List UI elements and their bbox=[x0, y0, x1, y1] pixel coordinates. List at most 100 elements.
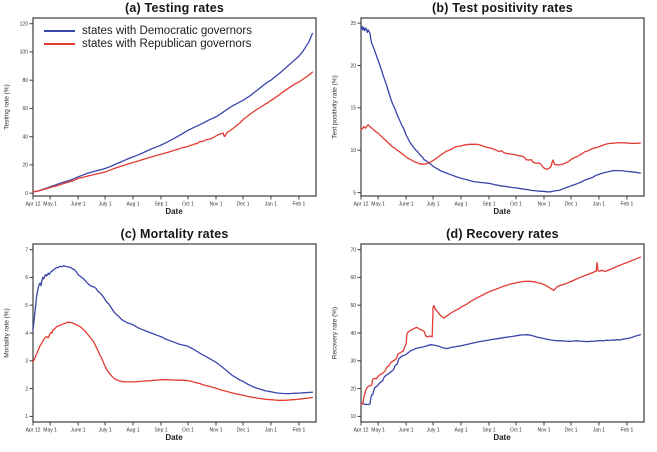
plot-box bbox=[32, 17, 317, 197]
panel-a-xlabel: Date bbox=[165, 207, 183, 216]
x-tick-label: Oct 1 bbox=[510, 202, 522, 208]
panel-b-title: (b) Test positivity rates bbox=[432, 1, 573, 15]
y-tick-label: 120 bbox=[20, 22, 29, 28]
panel-a-testing-rates: (a) Testing rates Testing rate (%) state… bbox=[0, 0, 328, 226]
x-tick-label: Nov 1 bbox=[537, 428, 550, 434]
panel-c-xlabel: Date bbox=[165, 433, 183, 442]
x-tick-label: Aug 1 bbox=[126, 428, 139, 434]
republican-series-line bbox=[360, 124, 642, 170]
plot-area-test-positivity-rates: 5 10 15 20 25 Apr 12 May 1 June 1 July 1 Aug 1 Sep… bbox=[350, 17, 645, 208]
x-tick-label: Jan 1 bbox=[593, 428, 605, 434]
panel-a-title: (a) Testing rates bbox=[124, 1, 225, 15]
x-tick-label: May 1 bbox=[371, 202, 385, 208]
legend-label-republican: states with Republican governors bbox=[82, 37, 252, 50]
x-tick-label: Feb 1 bbox=[293, 428, 306, 434]
y-tick-label: 60 bbox=[350, 275, 356, 281]
democratic-line-icon bbox=[44, 29, 75, 32]
x-tick-label: Feb 1 bbox=[621, 202, 634, 208]
x-tick-label: Dec 1 bbox=[236, 202, 249, 208]
republican-line-icon bbox=[44, 42, 75, 45]
y-tick-label: 3 bbox=[25, 359, 28, 365]
y-tick-label: 30 bbox=[350, 359, 356, 365]
x-tick-label: July 1 bbox=[99, 202, 112, 208]
x-tick-label: Apr 12 bbox=[26, 428, 41, 434]
x-tick-label: Dec 1 bbox=[564, 428, 577, 434]
democratic-series-line bbox=[360, 25, 642, 193]
y-tick-label: 60 bbox=[22, 106, 28, 112]
y-tick-label: 10 bbox=[350, 414, 356, 420]
y-tick-label: 40 bbox=[350, 331, 356, 337]
democratic-series-line bbox=[32, 32, 314, 193]
x-tick-label: July 1 bbox=[427, 202, 440, 208]
y-tick-label: 20 bbox=[350, 386, 356, 392]
y-tick-label: 7 bbox=[25, 247, 28, 253]
y-tick-label: 5 bbox=[25, 303, 28, 309]
x-tick-label: Sep 1 bbox=[482, 202, 495, 208]
panel-c-mortality-rates: (c) Mortality rates Mortality rate (%) 1… bbox=[0, 226, 328, 452]
y-tick-label: 25 bbox=[350, 21, 356, 27]
x-tick-label: Sep 1 bbox=[154, 202, 167, 208]
panel-b-test-positivity-rates: (b) Test positivity rates Test positivit… bbox=[328, 0, 657, 226]
y-tick-label: 70 bbox=[350, 247, 356, 253]
x-tick-label: Apr 12 bbox=[26, 202, 41, 208]
y-tick-label: 2 bbox=[25, 386, 28, 392]
x-tick-label: Jan 1 bbox=[265, 202, 277, 208]
x-tick-label: Feb 1 bbox=[621, 428, 634, 434]
y-tick-label: 15 bbox=[350, 106, 356, 112]
x-tick-label: June 1 bbox=[399, 428, 414, 434]
x-tick-label: May 1 bbox=[371, 428, 385, 434]
plot-area-testing-rates: 0 20 40 60 80 100 120 Apr 12 May 1 June 1 July 1 Au… bbox=[20, 17, 317, 208]
x-tick-label: Nov 1 bbox=[537, 202, 550, 208]
panel-d-recovery-rates: (d) Recovery rates Recovery rate (%) 10 2… bbox=[328, 226, 657, 452]
legend-label-democratic: states with Democratic governors bbox=[82, 24, 253, 37]
y-tick-label: 100 bbox=[20, 50, 29, 56]
x-tick-label: Apr 12 bbox=[354, 202, 369, 208]
x-tick-label: Aug 1 bbox=[454, 202, 467, 208]
x-tick-label: July 1 bbox=[427, 428, 440, 434]
x-tick-label: Jan 1 bbox=[265, 428, 277, 434]
plot-area-mortality-rates: 1 2 3 4 5 6 7 Apr 12 May 1 June 1 July 1 Aug 1 Sep 1… bbox=[25, 243, 317, 434]
y-tick-label: 6 bbox=[25, 275, 28, 281]
x-tick-label: Oct 1 bbox=[182, 428, 194, 434]
y-tick-label: 20 bbox=[350, 63, 356, 69]
x-tick-label: Jan 1 bbox=[593, 202, 605, 208]
x-tick-label: Sep 1 bbox=[154, 428, 167, 434]
legend: states with Democratic governors states … bbox=[44, 24, 252, 50]
legend-item-republican: states with Republican governors bbox=[44, 37, 252, 50]
x-tick-label: Aug 1 bbox=[126, 202, 139, 208]
republican-series-line bbox=[32, 71, 314, 193]
x-tick-label: June 1 bbox=[71, 202, 86, 208]
x-tick-label: Nov 1 bbox=[209, 428, 222, 434]
x-tick-label: July 1 bbox=[99, 428, 112, 434]
x-tick-label: May 1 bbox=[43, 428, 57, 434]
y-tick-label: 0 bbox=[25, 191, 28, 197]
democratic-series-line bbox=[32, 265, 314, 395]
x-tick-label: Oct 1 bbox=[182, 202, 194, 208]
plot-box bbox=[360, 17, 645, 197]
legend-item-democratic: states with Democratic governors bbox=[44, 24, 252, 37]
x-tick-label: June 1 bbox=[71, 428, 86, 434]
x-tick-label: Dec 1 bbox=[564, 202, 577, 208]
x-tick-label: Apr 12 bbox=[354, 428, 369, 434]
panel-d-xlabel: Date bbox=[493, 433, 511, 442]
y-tick-label: 4 bbox=[25, 331, 28, 337]
x-tick-label: Sep 1 bbox=[482, 428, 495, 434]
x-tick-label: Aug 1 bbox=[454, 428, 467, 434]
y-tick-label: 5 bbox=[353, 190, 356, 196]
plot-area-recovery-rates: 10 20 30 40 50 60 70 Apr 12 May 1 June 1 July 1 Aug… bbox=[350, 243, 645, 434]
y-tick-label: 10 bbox=[350, 148, 356, 154]
panel-c-title: (c) Mortality rates bbox=[120, 227, 229, 241]
y-tick-label: 1 bbox=[25, 414, 28, 420]
x-tick-label: June 1 bbox=[399, 202, 414, 208]
x-tick-label: Dec 1 bbox=[236, 428, 249, 434]
panel-d-title: (d) Recovery rates bbox=[446, 227, 559, 241]
x-tick-label: May 1 bbox=[43, 202, 57, 208]
x-tick-label: Feb 1 bbox=[293, 202, 306, 208]
x-tick-label: Nov 1 bbox=[209, 202, 222, 208]
y-tick-label: 50 bbox=[350, 303, 356, 309]
panel-b-xlabel: Date bbox=[493, 207, 511, 216]
republican-series-line bbox=[360, 256, 642, 405]
democratic-series-line bbox=[360, 334, 642, 406]
y-tick-label: 20 bbox=[22, 163, 28, 169]
